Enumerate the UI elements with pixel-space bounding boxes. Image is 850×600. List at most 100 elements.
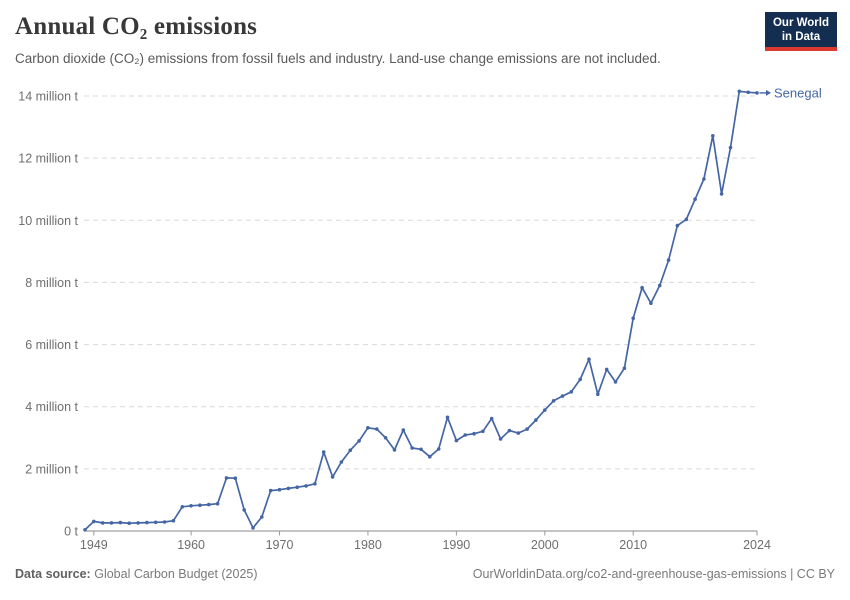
data-point[interactable] xyxy=(410,446,415,450)
data-point[interactable] xyxy=(366,426,370,430)
y-tick-label: 10 million t xyxy=(18,214,78,228)
data-point[interactable] xyxy=(153,520,158,525)
x-tick-label: 1970 xyxy=(266,538,294,552)
data-point[interactable] xyxy=(145,520,149,525)
data-point[interactable] xyxy=(481,429,485,434)
data-point[interactable] xyxy=(392,448,397,452)
x-tick-label: 1980 xyxy=(354,538,382,552)
data-point[interactable] xyxy=(171,518,176,523)
data-point[interactable] xyxy=(649,301,653,306)
data-source-note: Data source: Global Carbon Budget (2025) xyxy=(15,567,258,581)
data-point[interactable] xyxy=(260,515,264,519)
data-point[interactable] xyxy=(109,521,114,525)
data-point[interactable] xyxy=(675,223,680,228)
y-tick-label: 2 million t xyxy=(25,462,78,476)
series-label-senegal[interactable]: Senegal xyxy=(774,85,822,100)
x-tick-label: 1990 xyxy=(442,538,470,552)
credit-link[interactable]: OurWorldinData.org/co2-and-greenhouse-ga… xyxy=(472,567,835,581)
data-point[interactable] xyxy=(454,438,459,443)
data-point[interactable] xyxy=(472,431,476,436)
data-point[interactable] xyxy=(375,427,379,431)
data-point[interactable] xyxy=(613,380,618,384)
data-point[interactable] xyxy=(313,482,317,486)
data-point[interactable] xyxy=(596,392,600,397)
data-point[interactable] xyxy=(719,192,724,196)
y-tick-label: 6 million t xyxy=(25,338,78,352)
data-point[interactable] xyxy=(737,89,742,94)
y-tick-label: 14 million t xyxy=(18,90,78,104)
data-point[interactable] xyxy=(534,418,538,422)
data-point[interactable] xyxy=(525,427,529,431)
data-point[interactable] xyxy=(127,521,131,525)
data-point[interactable] xyxy=(233,476,238,481)
data-point[interactable] xyxy=(578,377,582,382)
label-arrow-icon xyxy=(766,89,771,96)
data-point[interactable] xyxy=(401,428,406,432)
data-point[interactable] xyxy=(189,504,193,508)
data-point[interactable] xyxy=(711,134,715,138)
data-point[interactable] xyxy=(180,505,185,509)
data-point[interactable] xyxy=(198,503,202,508)
data-point[interactable] xyxy=(277,487,282,492)
data-point[interactable] xyxy=(295,485,300,490)
x-tick-label: 2000 xyxy=(531,538,559,552)
data-point[interactable] xyxy=(640,285,644,290)
owid-logo[interactable]: Our World in Data xyxy=(764,12,837,51)
x-tick-label: 2024 xyxy=(743,538,771,552)
data-point[interactable] xyxy=(162,520,167,524)
data-point[interactable] xyxy=(755,91,759,95)
data-point[interactable] xyxy=(657,283,662,288)
data-point[interactable] xyxy=(746,90,750,95)
data-point[interactable] xyxy=(268,488,273,493)
data-point[interactable] xyxy=(702,177,706,181)
data-point[interactable] xyxy=(693,197,697,201)
data-point[interactable] xyxy=(207,502,211,507)
data-point[interactable] xyxy=(436,447,441,451)
data-point[interactable] xyxy=(100,521,105,525)
data-point[interactable] xyxy=(419,447,423,452)
x-tick-label: 1960 xyxy=(177,538,205,552)
data-point[interactable] xyxy=(516,431,521,435)
data-point[interactable] xyxy=(92,519,96,524)
data-point[interactable] xyxy=(330,475,335,479)
data-point[interactable] xyxy=(551,399,556,403)
data-point[interactable] xyxy=(666,258,671,262)
data-point[interactable] xyxy=(242,508,246,512)
data-point[interactable] xyxy=(286,486,291,491)
data-point[interactable] xyxy=(339,460,344,464)
data-point[interactable] xyxy=(622,366,627,371)
data-point[interactable] xyxy=(357,439,361,443)
data-point[interactable] xyxy=(383,436,388,440)
data-source-value: Global Carbon Budget (2025) xyxy=(94,567,258,581)
data-point[interactable] xyxy=(251,526,255,530)
owid-logo-line1: Our World xyxy=(772,17,829,29)
data-point[interactable] xyxy=(224,476,229,480)
data-point[interactable] xyxy=(348,448,353,453)
chart-subtitle: Carbon dioxide (CO₂) emissions from foss… xyxy=(15,51,661,66)
data-point[interactable] xyxy=(445,415,450,420)
data-point[interactable] xyxy=(604,367,609,372)
data-point[interactable] xyxy=(569,390,574,394)
page-title: Annual CO₂ emissions xyxy=(15,13,258,40)
data-point[interactable] xyxy=(507,428,512,433)
data-point[interactable] xyxy=(118,520,123,525)
data-point[interactable] xyxy=(321,450,326,454)
data-point[interactable] xyxy=(543,408,547,412)
data-point[interactable] xyxy=(428,454,432,459)
data-point[interactable] xyxy=(728,145,733,150)
data-point[interactable] xyxy=(560,394,565,398)
data-source-label: Data source: xyxy=(15,567,91,581)
data-point[interactable] xyxy=(498,437,503,441)
data-point[interactable] xyxy=(215,501,220,506)
owid-logo-line2: in Data xyxy=(781,30,821,43)
data-point[interactable] xyxy=(587,357,591,362)
data-point[interactable] xyxy=(489,416,494,421)
senegal-line-series[interactable] xyxy=(84,90,758,531)
data-point[interactable] xyxy=(304,484,308,488)
data-point[interactable] xyxy=(684,217,689,222)
data-point[interactable] xyxy=(463,433,468,437)
data-point[interactable] xyxy=(631,316,635,321)
data-point[interactable] xyxy=(136,521,140,525)
data-point[interactable] xyxy=(83,528,87,532)
